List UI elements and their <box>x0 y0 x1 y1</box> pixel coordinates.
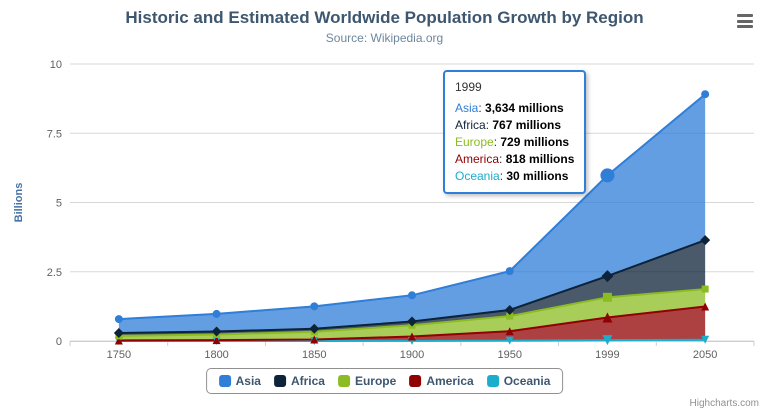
y-axis-label: 7.5 <box>47 128 62 140</box>
legend-symbol-africa <box>273 375 286 387</box>
tooltip-series-name: America <box>455 152 500 166</box>
tooltip-series-value: 30 millions <box>506 169 569 183</box>
point-africa-1999[interactable] <box>601 270 614 283</box>
tooltip-header: 1999 <box>455 80 482 94</box>
x-axis-label: 1950 <box>497 349 521 361</box>
point-africa-2050[interactable] <box>700 235 711 246</box>
point-asia-1800[interactable] <box>212 309 221 318</box>
x-axis-label: 1750 <box>107 349 131 361</box>
tooltip-series-name: Europe <box>455 135 494 149</box>
point-oceania-2050[interactable] <box>701 335 710 344</box>
x-axis-label: 1850 <box>302 349 326 361</box>
point-europe-1950[interactable] <box>506 312 514 320</box>
tooltip-series-value: 767 millions <box>492 118 562 132</box>
y-axis-label: 0 <box>56 336 62 348</box>
legend-item-europe[interactable]: Europe <box>337 374 397 388</box>
point-america-1750[interactable] <box>114 336 123 345</box>
legend-label: Africa <box>290 374 325 388</box>
area-asia[interactable] <box>118 94 706 333</box>
tooltip-rows: Asia: 3,634 millions Africa: 767 millions… <box>455 100 574 185</box>
legend-label: Asia <box>235 374 261 388</box>
tooltip: 1999 Asia: 3,634 millions Africa: 767 mil… <box>443 70 587 194</box>
point-africa-1950[interactable] <box>504 304 515 315</box>
point-africa-1750[interactable] <box>113 327 124 338</box>
legend-symbol-europe <box>337 375 350 387</box>
tooltip-row-oceania: Oceania: 30 millions <box>455 169 569 183</box>
point-america-1800[interactable] <box>212 336 221 345</box>
x-axis-label: 1800 <box>204 349 228 361</box>
tooltip-series-name: Africa <box>455 118 486 132</box>
hamburger-bar <box>737 19 753 23</box>
area-africa[interactable] <box>118 240 706 336</box>
tooltip-series-name: Asia <box>455 101 479 115</box>
legend-label: Oceania <box>503 374 551 388</box>
point-america-1950[interactable] <box>505 327 514 336</box>
legend-item-america[interactable]: America <box>409 374 474 388</box>
point-africa-1850[interactable] <box>309 323 320 334</box>
point-asia-2050[interactable] <box>701 90 710 99</box>
point-oceania-1999[interactable] <box>602 335 613 346</box>
chart-title: Historic and Estimated Worldwide Populat… <box>125 8 644 27</box>
point-asia-1950[interactable] <box>505 267 514 276</box>
legend-symbol-oceania <box>486 375 499 387</box>
hamburger-bar <box>737 14 753 17</box>
point-africa-1800[interactable] <box>211 326 222 337</box>
legend-item-oceania[interactable]: Oceania <box>486 374 551 388</box>
point-america-1850[interactable] <box>310 335 319 344</box>
legend-label: America <box>426 374 474 388</box>
legend-label: Europe <box>354 374 397 388</box>
y-axis-label: 10 <box>50 59 62 71</box>
tooltip-series-value: 3,634 millions <box>485 101 564 115</box>
x-axis-label: 2050 <box>693 349 717 361</box>
point-asia-1850[interactable] <box>310 302 319 311</box>
point-america-1999[interactable] <box>602 312 613 323</box>
tooltip-series-value: 729 millions <box>500 135 570 149</box>
point-asia-1999[interactable] <box>600 168 615 183</box>
x-axis-label: 1900 <box>400 349 424 361</box>
chart-subtitle: Source: Wikipedia.org <box>325 31 444 45</box>
point-europe-1999[interactable] <box>602 292 612 302</box>
tooltip-row-asia: Asia: 3,634 millions <box>455 101 564 115</box>
point-asia-1750[interactable] <box>114 315 123 324</box>
y-axis-label: 2.5 <box>47 267 62 279</box>
y-axis-title: Billions <box>13 183 25 223</box>
point-america-2050[interactable] <box>701 302 710 311</box>
tooltip-row-africa: Africa: 767 millions <box>455 118 562 132</box>
y-axis-label: 5 <box>56 198 62 210</box>
tooltip-row-america: America: 818 millions <box>455 152 575 166</box>
tooltip-row-europe: Europe: 729 millions <box>455 135 570 149</box>
tooltip-series-value: 818 millions <box>505 152 575 166</box>
legend-item-asia[interactable]: Asia <box>218 374 261 388</box>
point-oceania-1950[interactable] <box>505 336 514 345</box>
hamburger-menu-icon[interactable] <box>733 12 757 32</box>
tooltip-series-name: Oceania <box>455 169 500 183</box>
x-axis-label: 1999 <box>595 349 619 361</box>
point-asia-1900[interactable] <box>408 291 416 300</box>
point-europe-2050[interactable] <box>701 285 709 293</box>
area-america[interactable] <box>118 306 706 341</box>
hamburger-bar <box>737 25 753 28</box>
legend-item-africa[interactable]: Africa <box>273 374 325 388</box>
highcharts-credits[interactable]: Highcharts.com <box>689 398 759 409</box>
legend-symbol-asia <box>218 375 231 387</box>
point-america-1900[interactable] <box>408 332 416 341</box>
legend-symbol-america <box>409 375 422 387</box>
point-africa-1900[interactable] <box>407 316 417 327</box>
legend: Asia Africa Europe America Oceania <box>205 368 564 394</box>
